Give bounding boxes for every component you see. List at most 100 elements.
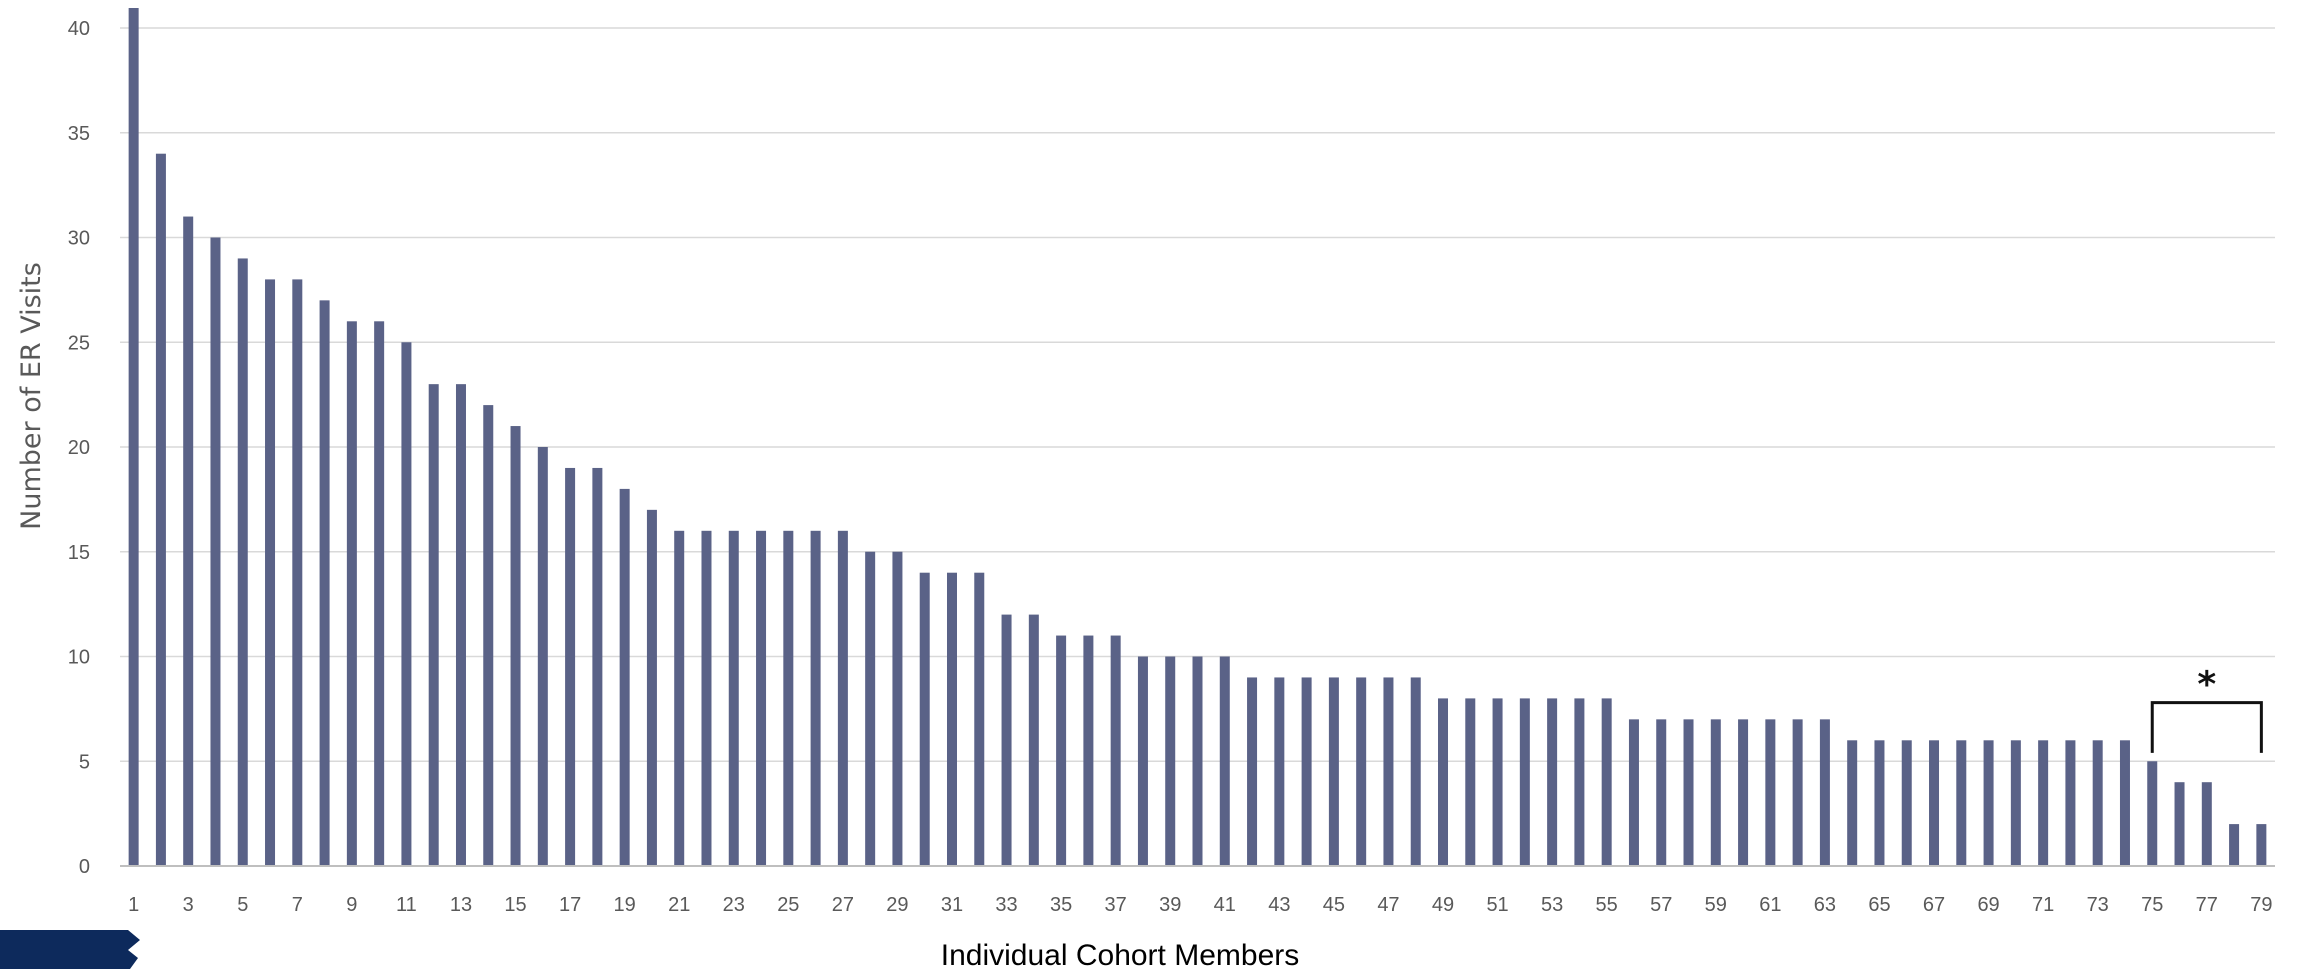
bar (1247, 677, 1258, 866)
x-tick-label: 11 (396, 894, 417, 916)
bar (1929, 740, 1940, 866)
bar (210, 237, 221, 866)
x-tick-label: 61 (1759, 894, 1781, 916)
bar (374, 321, 385, 866)
bar (783, 530, 794, 866)
bar (701, 530, 712, 866)
x-axis-title: Individual Cohort Members (941, 939, 1300, 969)
x-tick-label: 31 (941, 894, 963, 916)
significance-bracket (2150, 701, 2263, 753)
bar (1628, 719, 1639, 866)
x-tick-label: 25 (777, 894, 799, 916)
bar (810, 530, 821, 866)
bar (1656, 719, 1667, 866)
x-tick-label: 53 (1541, 894, 1563, 916)
bar (1601, 698, 1612, 866)
y-tick-label: 20 (68, 437, 90, 459)
bar (1028, 614, 1039, 866)
bar (1356, 677, 1367, 866)
x-tick-label: 5 (237, 894, 248, 916)
bar (537, 447, 548, 866)
bar (1492, 698, 1503, 866)
bar (1792, 719, 1803, 866)
x-tick-label: 57 (1650, 894, 1672, 916)
bar (946, 572, 957, 866)
bar (2147, 761, 2158, 866)
bar (756, 530, 767, 866)
x-tick-label: 29 (886, 894, 908, 916)
bar (565, 467, 576, 866)
bar (319, 300, 330, 867)
bar (510, 426, 521, 866)
x-tick-labels: 1 3 5 7 9 11 13 15 17 19 21 23 25 27 29 31 33 35 37 39 41 43 4… (128, 894, 2272, 916)
bars (128, 8, 2267, 867)
x-tick-label: 43 (1268, 894, 1290, 916)
bar (1328, 677, 1339, 866)
bar (183, 216, 194, 867)
bar (2092, 740, 2103, 866)
bar (2174, 782, 2185, 866)
bar (1110, 635, 1121, 866)
significance-asterisk: * (2197, 665, 2216, 706)
x-tick-label: 65 (1868, 894, 1890, 916)
bar (237, 258, 248, 866)
y-tick-label: 5 (79, 751, 90, 773)
x-tick-label: 7 (292, 894, 303, 916)
x-tick-label: 9 (346, 894, 357, 916)
bar (1765, 719, 1776, 866)
bar (428, 384, 439, 866)
x-tick-label: 17 (559, 894, 581, 916)
y-tick-label: 35 (68, 123, 90, 145)
bar (592, 467, 603, 866)
y-axis-title: Number of ER Visits (16, 262, 47, 530)
bar (1847, 740, 1858, 866)
bar (1410, 677, 1421, 866)
x-tick-label: 79 (2250, 894, 2272, 916)
x-tick-label: 75 (2141, 894, 2163, 916)
bar (1683, 719, 1694, 866)
x-tick-label: 39 (1159, 894, 1181, 916)
x-tick-label: 45 (1323, 894, 1345, 916)
x-tick-label: 37 (1105, 894, 1127, 916)
bar (1165, 656, 1176, 866)
x-tick-label: 59 (1705, 894, 1727, 916)
bar (2119, 740, 2130, 866)
bar (292, 279, 303, 866)
x-tick-label: 27 (832, 894, 854, 916)
bar (1083, 635, 1094, 866)
bar (1574, 698, 1585, 866)
bar (619, 488, 630, 866)
bar (1001, 614, 1012, 866)
bar (401, 342, 412, 866)
y-tick-label: 10 (68, 647, 90, 669)
bar (1301, 677, 1312, 866)
x-tick-label: 67 (1923, 894, 1945, 916)
x-tick-label: 77 (2196, 894, 2218, 916)
bar (455, 384, 466, 866)
bar (155, 153, 166, 866)
bar (2065, 740, 2076, 866)
bar (1547, 698, 1558, 866)
bar (1056, 635, 1067, 866)
x-tick-label: 41 (1214, 894, 1236, 916)
bar (1192, 656, 1203, 866)
bar (2256, 824, 2267, 866)
logo-fragment (0, 930, 140, 969)
x-tick-label: 69 (1977, 894, 1999, 916)
bar (2201, 782, 2212, 866)
bar (646, 509, 657, 866)
bar (265, 279, 276, 866)
x-tick-label: 51 (1486, 894, 1508, 916)
y-tick-label: 40 (68, 18, 90, 40)
x-tick-label: 55 (1596, 894, 1618, 916)
x-tick-label: 19 (614, 894, 636, 916)
x-tick-label: 47 (1377, 894, 1399, 916)
bar (1219, 656, 1230, 866)
y-tick-label: 30 (68, 228, 90, 250)
y-tick-label: 0 (79, 856, 90, 878)
bar (2038, 740, 2049, 866)
bar (1519, 698, 1530, 866)
x-tick-label: 15 (504, 894, 526, 916)
gridlines (120, 27, 2275, 762)
